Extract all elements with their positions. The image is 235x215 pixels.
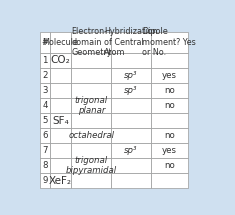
Bar — [111, 83, 151, 98]
Text: XeF₂: XeF₂ — [49, 176, 72, 186]
Bar — [50, 143, 71, 158]
Bar — [40, 143, 50, 158]
Text: 4: 4 — [42, 101, 48, 110]
Bar — [71, 68, 111, 83]
Text: trigonal
planar: trigonal planar — [75, 96, 108, 115]
Text: no: no — [164, 101, 175, 110]
Bar — [71, 158, 111, 173]
Bar — [71, 173, 111, 188]
Bar — [50, 83, 71, 98]
Bar — [50, 98, 71, 113]
Bar — [50, 158, 71, 173]
Bar — [111, 143, 151, 158]
Bar — [40, 53, 50, 68]
Bar — [151, 128, 188, 143]
Text: 8: 8 — [42, 161, 48, 170]
Text: Molecule: Molecule — [43, 38, 78, 47]
Text: no: no — [164, 161, 175, 170]
Bar — [50, 68, 71, 83]
Text: trigonal
bipyramidal: trigonal bipyramidal — [66, 156, 117, 175]
Bar — [40, 98, 50, 113]
Bar — [40, 83, 50, 98]
Bar — [151, 53, 188, 68]
Bar — [50, 113, 71, 128]
Bar — [71, 98, 111, 113]
Bar — [151, 158, 188, 173]
Bar — [111, 158, 151, 173]
Bar — [50, 128, 71, 143]
Bar — [50, 53, 71, 68]
Bar — [40, 173, 50, 188]
Bar — [151, 32, 188, 53]
Text: Hybridization
of Central
Atom: Hybridization of Central Atom — [104, 27, 157, 57]
Bar — [151, 173, 188, 188]
Text: octahedral: octahedral — [68, 131, 114, 140]
Bar — [111, 113, 151, 128]
Text: 6: 6 — [42, 131, 48, 140]
Text: 9: 9 — [42, 176, 48, 185]
Bar — [151, 143, 188, 158]
Text: Electron-
domain
Geometry: Electron- domain Geometry — [71, 27, 112, 57]
Bar — [40, 158, 50, 173]
Bar — [71, 83, 111, 98]
Text: no: no — [164, 131, 175, 140]
Text: CO₂: CO₂ — [51, 55, 70, 65]
Bar — [111, 68, 151, 83]
Bar — [151, 68, 188, 83]
Text: sp³: sp³ — [124, 146, 138, 155]
Text: yes: yes — [162, 71, 177, 80]
Bar — [40, 68, 50, 83]
Bar — [50, 173, 71, 188]
Bar — [40, 113, 50, 128]
Text: 3: 3 — [42, 86, 48, 95]
Bar — [151, 83, 188, 98]
Bar — [50, 32, 71, 53]
Bar — [111, 128, 151, 143]
Text: 7: 7 — [42, 146, 48, 155]
Text: no: no — [164, 86, 175, 95]
Text: Dipole
moment? Yes
or No.: Dipole moment? Yes or No. — [142, 27, 196, 57]
Bar — [151, 113, 188, 128]
Text: 2: 2 — [42, 71, 48, 80]
Bar — [111, 53, 151, 68]
Bar — [111, 98, 151, 113]
Bar — [151, 98, 188, 113]
Text: 5: 5 — [42, 116, 48, 125]
Bar — [71, 128, 111, 143]
Bar — [111, 32, 151, 53]
Bar — [40, 32, 50, 53]
Bar — [71, 113, 111, 128]
Bar — [111, 173, 151, 188]
Bar — [71, 53, 111, 68]
Text: 1: 1 — [42, 56, 48, 65]
Text: SF₄: SF₄ — [52, 116, 69, 126]
Text: yes: yes — [162, 146, 177, 155]
Bar — [71, 143, 111, 158]
Text: sp³: sp³ — [124, 86, 138, 95]
Text: #: # — [42, 38, 48, 47]
Text: sp³: sp³ — [124, 71, 138, 80]
Bar — [71, 32, 111, 53]
Bar — [40, 128, 50, 143]
